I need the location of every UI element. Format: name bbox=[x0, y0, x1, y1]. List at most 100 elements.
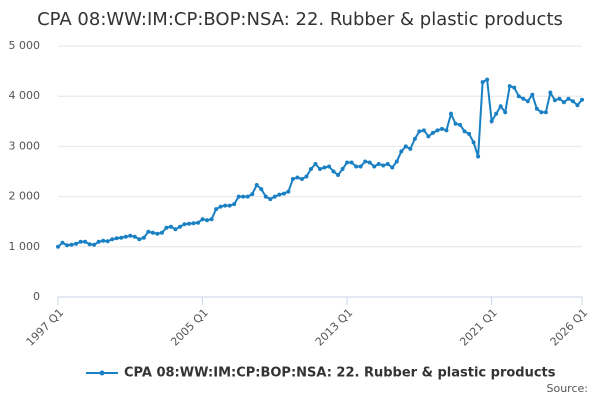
point bbox=[561, 100, 566, 105]
point bbox=[521, 96, 526, 101]
point bbox=[385, 161, 390, 166]
point bbox=[354, 164, 359, 169]
point bbox=[318, 166, 322, 171]
point bbox=[363, 159, 368, 164]
point bbox=[552, 98, 557, 103]
point bbox=[191, 221, 196, 226]
point bbox=[295, 175, 300, 180]
point bbox=[570, 99, 575, 104]
point bbox=[426, 134, 431, 139]
point bbox=[263, 194, 268, 199]
point bbox=[110, 237, 115, 242]
point bbox=[281, 191, 286, 196]
x-tick-label: 2021 Q1 bbox=[457, 306, 500, 349]
point bbox=[223, 203, 228, 208]
y-tick-label: 0 bbox=[33, 290, 40, 303]
point bbox=[123, 234, 128, 239]
point bbox=[358, 164, 363, 169]
point bbox=[277, 192, 282, 197]
point bbox=[449, 111, 453, 116]
legend-symbol-point bbox=[99, 370, 105, 376]
point bbox=[476, 154, 481, 159]
y-tick-label: 3 000 bbox=[9, 139, 41, 152]
point bbox=[566, 96, 571, 101]
point bbox=[236, 194, 241, 199]
point bbox=[218, 204, 223, 209]
x-tick-label: 2026 Q1 bbox=[548, 306, 591, 349]
point bbox=[417, 129, 422, 134]
x-tick-label: 1997 Q1 bbox=[24, 306, 67, 349]
point bbox=[516, 94, 521, 99]
point bbox=[286, 189, 291, 194]
point bbox=[367, 160, 372, 165]
point bbox=[250, 192, 255, 197]
y-tick-label: 2 000 bbox=[9, 190, 41, 203]
point bbox=[65, 243, 70, 248]
point bbox=[137, 237, 142, 242]
point bbox=[196, 220, 201, 225]
point bbox=[580, 97, 584, 102]
point bbox=[336, 173, 341, 178]
point bbox=[503, 110, 508, 115]
point bbox=[187, 221, 191, 226]
point bbox=[69, 242, 74, 247]
point bbox=[412, 136, 417, 141]
chart-title: CPA 08:WW:IM:CP:BOP:NSA: 22. Rubber & pl… bbox=[37, 9, 563, 30]
point bbox=[114, 236, 119, 241]
point bbox=[399, 149, 404, 154]
point bbox=[177, 224, 182, 229]
source: Source: bbox=[547, 382, 589, 395]
point bbox=[214, 207, 219, 212]
point bbox=[241, 194, 246, 199]
point bbox=[313, 161, 318, 166]
point bbox=[159, 230, 164, 235]
point bbox=[155, 231, 160, 236]
point bbox=[60, 240, 65, 245]
point bbox=[83, 239, 88, 244]
point bbox=[498, 104, 503, 109]
legend-label: CPA 08:WW:IM:CP:BOP:NSA: 22. Rubber & pl… bbox=[124, 366, 556, 381]
point bbox=[390, 165, 395, 170]
point bbox=[105, 239, 110, 244]
point bbox=[430, 130, 435, 135]
point bbox=[299, 177, 304, 182]
x-tick-label: 2005 Q1 bbox=[168, 306, 211, 349]
point bbox=[259, 187, 264, 192]
x-tick-label: 2013 Q1 bbox=[313, 306, 356, 349]
series-line bbox=[57, 78, 583, 248]
point bbox=[530, 92, 535, 97]
point bbox=[78, 239, 83, 244]
point bbox=[119, 235, 124, 240]
point bbox=[150, 230, 155, 235]
point bbox=[467, 131, 472, 136]
point bbox=[340, 166, 345, 171]
point bbox=[525, 99, 530, 104]
point bbox=[200, 217, 205, 222]
point bbox=[480, 80, 485, 85]
point bbox=[394, 159, 399, 164]
point bbox=[421, 128, 426, 133]
point bbox=[512, 85, 517, 90]
point bbox=[168, 224, 173, 229]
point bbox=[209, 217, 214, 222]
point bbox=[132, 234, 137, 239]
point bbox=[205, 218, 210, 223]
point bbox=[349, 160, 354, 165]
point bbox=[381, 163, 386, 168]
point bbox=[290, 177, 295, 182]
y-tick-label: 5 000 bbox=[9, 39, 41, 52]
point bbox=[182, 222, 187, 227]
point bbox=[272, 194, 277, 199]
point bbox=[494, 111, 499, 116]
point bbox=[56, 244, 60, 249]
point bbox=[304, 174, 309, 179]
point bbox=[376, 161, 381, 166]
point bbox=[458, 122, 463, 127]
point bbox=[92, 242, 97, 247]
point bbox=[245, 194, 250, 199]
point bbox=[173, 227, 178, 232]
point bbox=[557, 96, 562, 101]
point bbox=[539, 110, 544, 115]
point bbox=[308, 166, 313, 171]
